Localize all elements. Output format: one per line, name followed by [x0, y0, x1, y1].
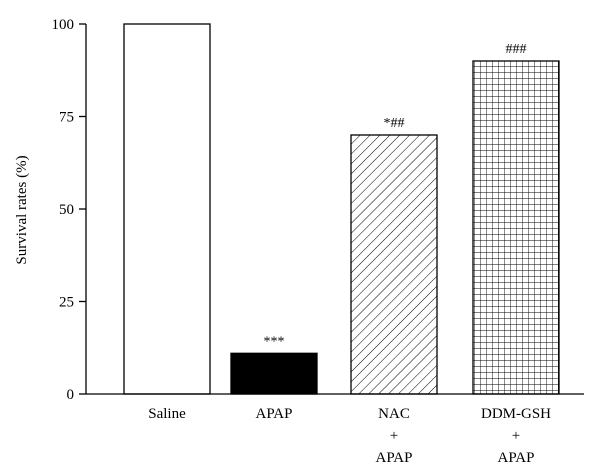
x-tick-label-line: APAP — [376, 450, 413, 466]
bar — [230, 352, 318, 395]
y-tick-label: 0 — [67, 387, 75, 403]
y-tick-label: 100 — [52, 17, 75, 33]
bar — [350, 134, 438, 395]
x-tick-label-line: + — [512, 428, 520, 444]
x-tick-label: APAP — [256, 406, 293, 422]
bar — [123, 23, 211, 395]
significance-label: *## — [384, 116, 405, 131]
x-tick-label-line: DDM-GSH — [481, 406, 551, 422]
y-ticks: 0 25 50 75 100 — [52, 17, 86, 403]
y-tick-label: 50 — [59, 202, 74, 218]
x-tick-label-line: Saline — [148, 406, 186, 422]
y-tick-label: 75 — [59, 110, 74, 126]
x-tick-label-line: APAP — [498, 450, 535, 466]
x-tick-label: DDM-GSH + APAP — [481, 406, 551, 466]
x-tick-label-line: APAP — [256, 406, 293, 422]
axes: 0 25 50 75 100 Saline APAP NAC + APAP DDM-GSH + APA… — [14, 17, 584, 466]
x-tick-label-line: NAC — [378, 406, 410, 422]
bars-layer — [123, 23, 560, 395]
x-tick-label-line: + — [390, 428, 398, 444]
annotations-layer: *** *## ### — [264, 42, 527, 349]
bar — [472, 60, 560, 395]
x-tick-labels: Saline APAP NAC + APAP DDM-GSH + APAP — [148, 406, 551, 466]
x-tick-label: Saline — [148, 406, 186, 422]
y-axis-title: Survival rates (%) — [14, 155, 30, 264]
y-tick-label: 25 — [59, 295, 74, 311]
significance-label: ### — [506, 42, 527, 57]
x-tick-label: NAC + APAP — [376, 406, 413, 466]
significance-label: *** — [264, 334, 285, 349]
